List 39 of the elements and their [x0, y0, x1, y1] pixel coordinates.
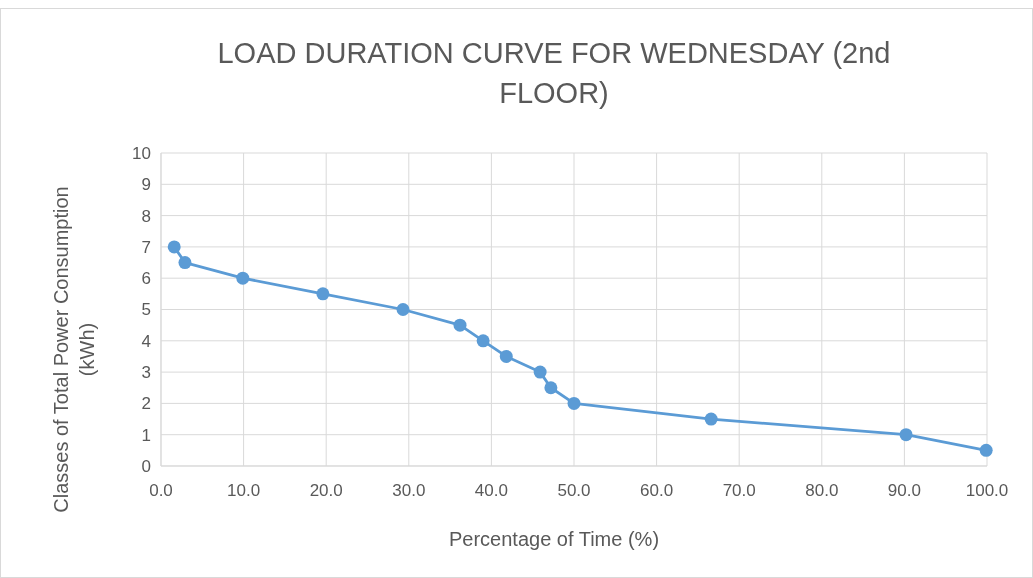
point	[567, 396, 581, 410]
x-tick-label: 70.0	[722, 481, 756, 500]
x-tick-label: 100.0	[965, 481, 1009, 500]
y-tick-label: 6	[141, 269, 151, 289]
y-tick-label: 7	[141, 237, 151, 257]
x-tick-label: 0.0	[149, 481, 173, 500]
y-tick-label: 8	[141, 206, 151, 226]
point	[533, 365, 547, 379]
chart-title: LOAD DURATION CURVE FOR WEDNESDAY (2nd FLOOR)	[217, 37, 891, 109]
point	[979, 443, 993, 457]
point	[236, 271, 250, 285]
point	[704, 412, 718, 426]
point	[544, 381, 558, 395]
x-tick-label: 40.0	[474, 481, 508, 500]
x-tick-label: 90.0	[887, 481, 921, 500]
y-tick-label: 0	[141, 456, 151, 476]
y-tick-label: 2	[141, 394, 151, 414]
x-tick-label: 60.0	[640, 481, 674, 500]
x-tick-label: 80.0	[805, 481, 839, 500]
point	[899, 428, 913, 442]
point	[316, 287, 330, 301]
point	[396, 303, 410, 316]
x-tick-label: 50.0	[557, 481, 591, 500]
point	[178, 256, 192, 270]
point	[499, 349, 513, 363]
point	[453, 318, 467, 332]
y-tick-label: 9	[141, 175, 151, 195]
point	[167, 240, 181, 254]
x-tick-label: 30.0	[392, 481, 426, 500]
x-tick-label: 20.0	[309, 481, 343, 500]
y-tick-label: 4	[141, 331, 151, 351]
y-tick-label: 10	[132, 143, 151, 163]
x-tick-label: 10.0	[227, 481, 261, 500]
y-tick-label: 5	[141, 300, 151, 320]
point	[476, 334, 490, 348]
y-tick-label: 1	[141, 425, 151, 445]
x-axis-title: Percentage of Time (%)	[448, 528, 660, 550]
y-tick-label: 3	[141, 363, 151, 383]
y-axis-title: Classes of Total Power Consumption (kWh)	[50, 186, 98, 513]
